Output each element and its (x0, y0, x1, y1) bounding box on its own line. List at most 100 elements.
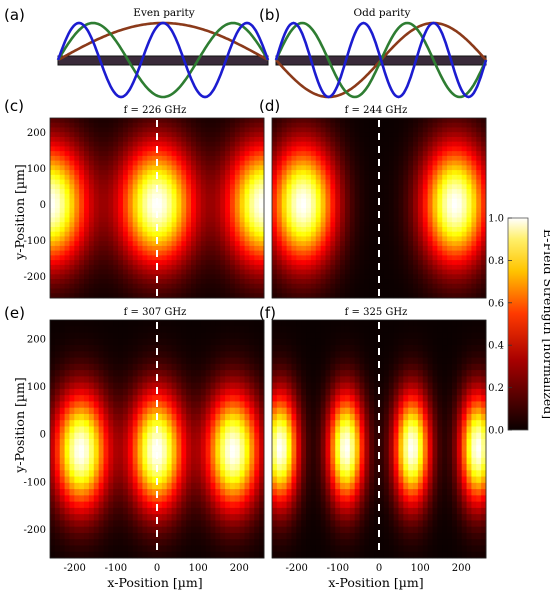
field-cell (137, 226, 143, 233)
field-cell (108, 245, 114, 252)
field-cell (427, 274, 433, 280)
field-cell (205, 464, 211, 471)
field-cell (59, 241, 65, 247)
field-cell (186, 127, 192, 133)
field-cell (176, 451, 182, 459)
field-cell (69, 279, 75, 285)
field-cell (220, 165, 226, 171)
field-cell (200, 532, 207, 540)
field-cell (59, 151, 65, 157)
field-cell (476, 279, 482, 285)
field-cell (127, 198, 134, 204)
field-cell (79, 545, 85, 553)
field-cell (166, 260, 172, 266)
field-cell (137, 357, 143, 365)
field-cell (103, 160, 109, 166)
field-cell (427, 264, 433, 270)
field-cell (276, 288, 283, 294)
field-cell (142, 338, 148, 346)
field-cell (171, 489, 177, 496)
field-cell (379, 122, 385, 128)
field-cell (239, 198, 245, 204)
field-cell (403, 241, 409, 247)
field-cell (64, 489, 70, 496)
field-cell (383, 250, 390, 256)
field-cell (181, 507, 187, 515)
field-cell (54, 174, 61, 180)
field-cell (254, 288, 260, 294)
field-cell (335, 260, 341, 266)
field-cell (200, 332, 207, 340)
field-cell (393, 170, 399, 176)
field-cell (191, 231, 197, 237)
field-cell (413, 255, 419, 261)
field-cell (93, 445, 100, 452)
field-cell (54, 376, 61, 384)
field-cell (249, 136, 255, 143)
field-cell (191, 193, 197, 199)
field-cell (74, 174, 80, 180)
field-cell (281, 245, 287, 252)
field-cell (234, 245, 241, 252)
field-cell (108, 526, 114, 534)
field-cell (142, 255, 148, 261)
field-cell (195, 357, 202, 365)
field-cell (398, 269, 404, 275)
field-cell (186, 165, 192, 171)
field-cell (137, 165, 143, 171)
field-cell (229, 445, 236, 452)
field-cell (181, 451, 187, 459)
field-cell (137, 141, 143, 147)
field-cell (79, 174, 85, 180)
field-cell (84, 264, 90, 270)
field-cell (335, 198, 341, 204)
field-cell (93, 226, 100, 233)
field-cell (432, 160, 438, 166)
field-cell (296, 236, 302, 242)
field-cell (466, 155, 472, 162)
field-cell (64, 179, 70, 185)
field-cell (118, 160, 124, 166)
field-cell (364, 255, 370, 261)
field-cell (393, 208, 399, 214)
field-cell (181, 226, 187, 233)
field-cell (157, 165, 163, 171)
field-cell (200, 351, 207, 358)
field-cell (296, 198, 302, 204)
field-cell (272, 250, 278, 256)
field-cell (432, 274, 438, 280)
field-cell (225, 539, 231, 546)
field-cell (220, 146, 226, 152)
field-cell (200, 395, 207, 402)
field-cell (64, 413, 70, 421)
field-cell (437, 165, 443, 171)
field-cell (200, 514, 207, 521)
field-cell (84, 269, 90, 275)
field-cell (349, 283, 356, 289)
field-cell (239, 388, 245, 396)
field-cell (137, 245, 143, 252)
field-cell (344, 283, 351, 289)
field-cell (69, 526, 75, 534)
field-cell (220, 545, 226, 553)
field-cell (210, 451, 216, 459)
field-cell (161, 283, 168, 289)
field-cell (442, 279, 448, 285)
field-cell (447, 274, 453, 280)
field-cell (50, 407, 56, 415)
field-cell (306, 189, 312, 195)
field-cell (447, 136, 453, 143)
field-cell (393, 274, 399, 280)
field-cell (461, 118, 467, 124)
field-cell (205, 255, 211, 261)
field-cell (408, 193, 414, 199)
field-cell (254, 203, 260, 209)
field-cell (118, 332, 124, 340)
field-cell (229, 432, 236, 440)
field-cell (93, 151, 100, 157)
field-cell (383, 151, 390, 157)
field-cell (88, 198, 95, 204)
field-cell (157, 283, 163, 289)
field-cell (122, 332, 129, 340)
field-cell (64, 357, 70, 365)
